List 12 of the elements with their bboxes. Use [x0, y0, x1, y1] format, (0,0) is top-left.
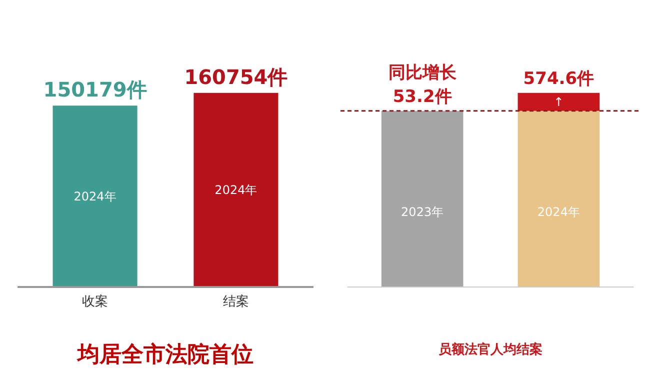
data-label: 150179件: [43, 78, 147, 102]
text: 均居全市法院首位: [76, 342, 254, 368]
x-tick-label: 收案: [82, 294, 108, 310]
x-tick-label: 结案: [222, 294, 249, 310]
x-axis-title: 员额法官人均结案: [438, 342, 542, 358]
data-label: 160754件: [184, 64, 288, 89]
x-tick-label: 2023年: [401, 205, 444, 220]
annotation: 2024年: [74, 189, 116, 204]
annotation: ↑: [554, 94, 564, 109]
annotation: 2024年: [214, 182, 258, 197]
text: 574.6件: [523, 68, 594, 89]
annotation: 同比增长 53.2件: [388, 63, 458, 108]
